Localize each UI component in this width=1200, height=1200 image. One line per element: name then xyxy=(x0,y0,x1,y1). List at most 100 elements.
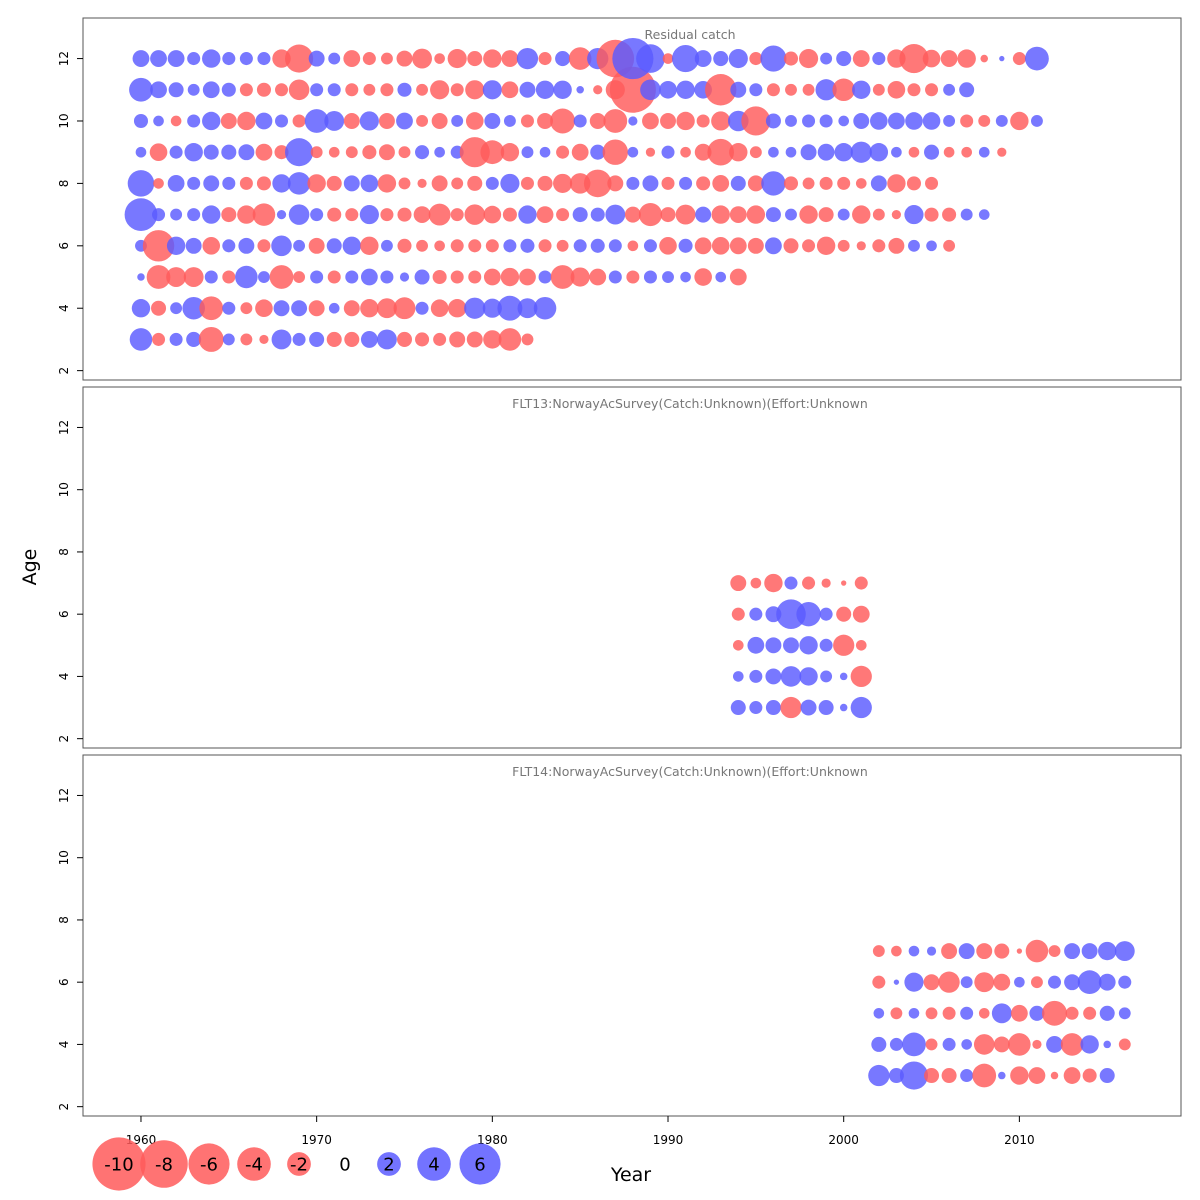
bubble-positive xyxy=(943,83,956,96)
bubble-negative xyxy=(856,241,866,251)
bubble-positive xyxy=(959,82,975,98)
bubble-negative xyxy=(239,83,253,97)
bubble-positive xyxy=(636,44,665,73)
bubble-negative xyxy=(428,203,451,226)
bubble-positive xyxy=(869,142,889,162)
bubble-positive xyxy=(978,146,990,158)
bubble-negative xyxy=(396,331,413,347)
bubble-positive xyxy=(628,116,638,126)
bubble-positive xyxy=(168,82,184,98)
bubble-positive xyxy=(1014,976,1025,988)
bubble-negative xyxy=(345,83,359,97)
bubble-positive xyxy=(893,979,900,985)
bubble-negative xyxy=(783,176,799,191)
bubble-positive xyxy=(222,301,236,315)
bubble-positive xyxy=(749,701,763,715)
bubble-positive xyxy=(747,636,765,654)
bubble-negative xyxy=(553,173,573,193)
bubble-negative xyxy=(142,230,175,262)
bubble-positive xyxy=(1081,943,1098,960)
bubble-negative xyxy=(378,113,395,129)
bubble-positive xyxy=(380,270,394,284)
bubble-negative xyxy=(816,236,836,256)
bubble-positive xyxy=(170,302,183,315)
bubble-negative xyxy=(960,114,974,128)
bubble-negative xyxy=(891,210,901,220)
bubble-negative xyxy=(938,971,960,993)
bubble-positive xyxy=(202,81,220,99)
bubble-positive xyxy=(999,55,1005,62)
bubble-negative xyxy=(973,1034,995,1055)
bubble-negative xyxy=(467,51,483,67)
bubble-negative xyxy=(924,1068,940,1084)
bubble-negative xyxy=(872,83,885,96)
bubble-negative xyxy=(430,80,450,100)
bubble-positive xyxy=(852,80,871,99)
bubble-negative xyxy=(450,270,464,284)
bubble-positive xyxy=(272,174,291,193)
bubble-negative xyxy=(1028,1067,1046,1084)
bubble-positive xyxy=(776,599,806,629)
bubble-positive xyxy=(273,300,290,317)
bubble-negative xyxy=(711,205,730,224)
bubble-positive xyxy=(749,83,763,97)
bubble-negative xyxy=(997,147,1007,157)
bubble-negative xyxy=(434,240,445,252)
bubble-negative xyxy=(852,50,870,67)
bubble-positive xyxy=(539,146,551,158)
bubble-positive xyxy=(799,667,818,686)
bubble-positive xyxy=(998,1071,1006,1080)
legend-bubble xyxy=(237,1147,271,1181)
bubble-positive xyxy=(978,209,990,220)
bubble-positive xyxy=(730,175,746,191)
bubble-negative xyxy=(259,334,269,345)
bubble-negative xyxy=(741,106,771,136)
legend-bubble xyxy=(188,1143,230,1185)
bubble-negative xyxy=(434,53,445,64)
bubble-positive xyxy=(304,109,329,133)
bubble-negative xyxy=(450,83,464,97)
bubble-positive xyxy=(627,146,639,158)
bubble-negative xyxy=(638,203,663,227)
bubble-negative xyxy=(415,332,430,347)
bubble-negative xyxy=(344,331,360,347)
bubble-negative xyxy=(199,296,224,321)
bubble-negative xyxy=(799,205,818,224)
bubble-positive xyxy=(713,51,729,67)
y-tick-label: 8 xyxy=(57,916,71,924)
bubble-negative xyxy=(802,177,815,190)
bubble-negative xyxy=(1008,1033,1031,1056)
bubble-negative xyxy=(538,52,552,66)
bubble-negative xyxy=(343,113,360,129)
bubble-negative xyxy=(854,576,868,590)
bubble-positive xyxy=(132,50,150,67)
bubble-positive xyxy=(850,696,872,719)
bubble-negative xyxy=(802,83,815,96)
bubble-negative xyxy=(146,265,171,289)
y-tick-label: 2 xyxy=(57,367,71,375)
bubble-negative xyxy=(942,1006,956,1020)
bubble-negative xyxy=(694,237,712,255)
bubble-negative xyxy=(307,174,326,193)
bubble-negative xyxy=(1012,52,1026,66)
bubble-negative xyxy=(783,51,799,66)
bubble-negative xyxy=(1042,1000,1067,1026)
bubble-negative xyxy=(925,176,939,190)
bubble-negative xyxy=(872,208,885,221)
bubble-negative xyxy=(256,82,271,97)
legend-label: 2 xyxy=(383,1154,394,1175)
bubble-negative xyxy=(627,240,639,252)
bubble-positive xyxy=(995,115,1008,127)
y-tick-label: 4 xyxy=(57,1041,71,1049)
bubble-negative xyxy=(327,270,341,284)
bubble-positive xyxy=(238,144,255,161)
bubble-negative xyxy=(993,973,1011,991)
bubble-positive xyxy=(1046,1036,1063,1053)
bubble-negative xyxy=(398,146,411,159)
bubble-positive xyxy=(257,52,271,66)
bubble-negative xyxy=(852,205,871,224)
bubble-positive xyxy=(1077,970,1102,995)
bubble-positive xyxy=(819,114,833,128)
bubble-negative xyxy=(872,945,885,958)
bubble-positive xyxy=(889,1037,903,1051)
